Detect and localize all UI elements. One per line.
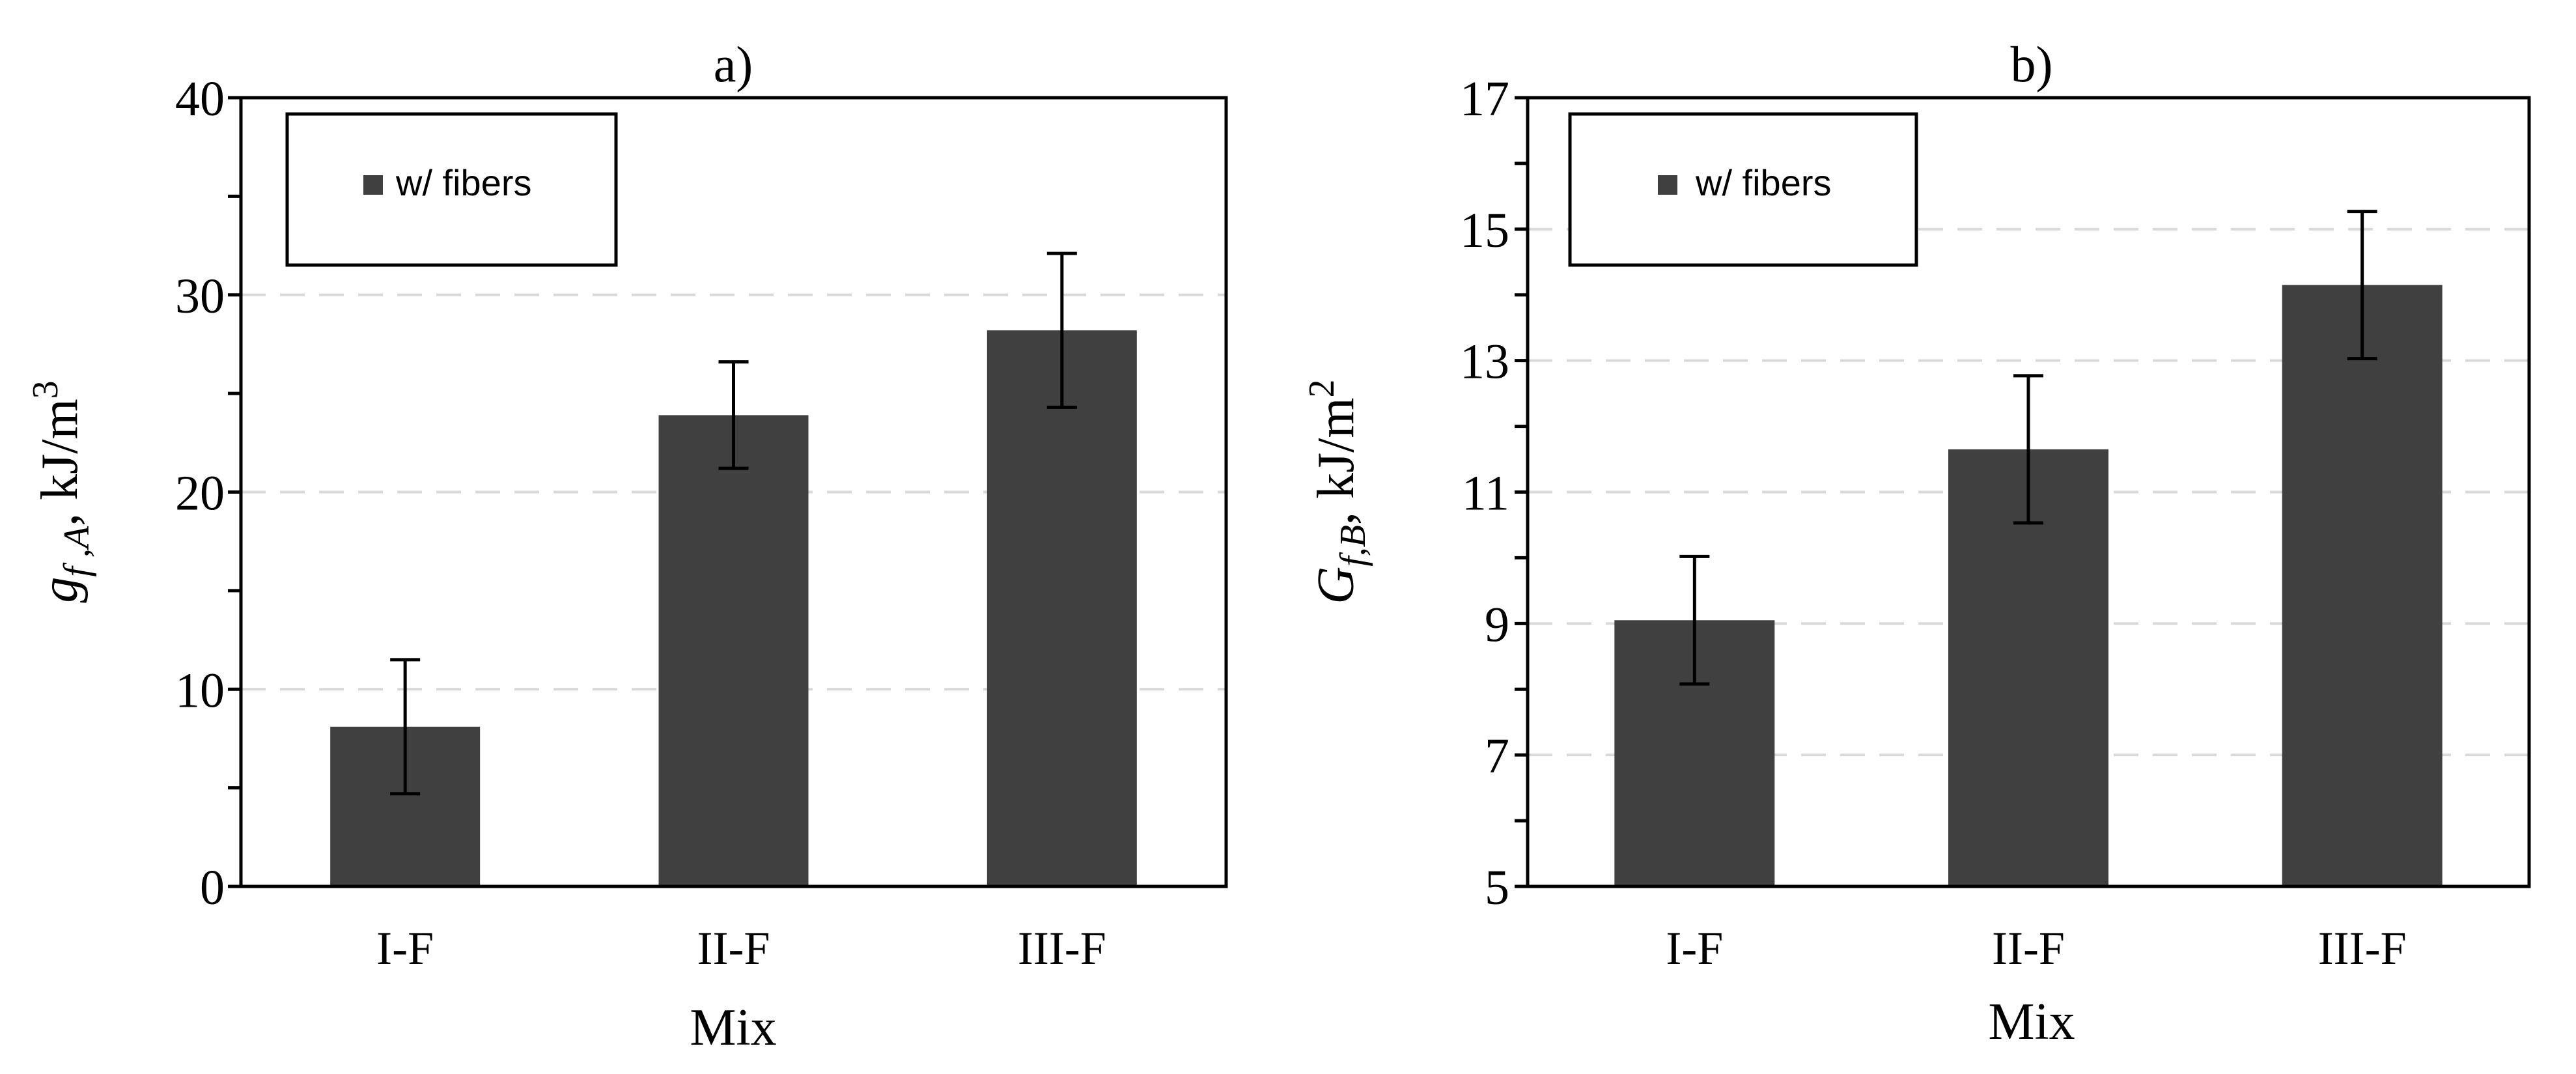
chart-panel-a: a) 0 10 20 30 40 I-F II-F III-F Mix gf ,A, kJ/… <box>25 36 1228 1056</box>
x-tick-labels: I-F II-F III-F <box>1666 922 2406 974</box>
y-tick-label: 5 <box>1485 860 1509 915</box>
error-bar <box>1046 251 1077 409</box>
y-tick-label: 30 <box>175 269 225 324</box>
legend-swatch <box>363 175 383 195</box>
error-bar <box>1679 554 1710 686</box>
bar-iii-f <box>2282 285 2443 886</box>
y-axis-label: gf ,A, kJ/m3 <box>25 380 97 602</box>
y-tick-label: 9 <box>1485 597 1509 652</box>
y-tick-label: 13 <box>1460 335 1509 389</box>
x-tick-label: II-F <box>1992 922 2065 974</box>
legend-label: w/ fibers <box>1695 162 1832 203</box>
error-bar <box>2347 210 2377 361</box>
y-ticks <box>1515 96 1528 888</box>
x-tick-labels: I-F II-F III-F <box>376 922 1106 974</box>
legend-swatch <box>1658 175 1677 195</box>
chart-panel-b: b) 5 7 9 11 13 15 17 I-F II-F III-F Mix Gf,B, kJ… <box>1302 36 2531 1051</box>
error-bar <box>718 360 749 470</box>
y-tick-labels: 0 10 20 30 40 <box>175 72 225 915</box>
bar-ii-f <box>658 415 809 886</box>
x-tick-label: II-F <box>697 922 770 974</box>
x-axis-label: Mix <box>690 999 776 1056</box>
y-axis-label-symbol: g <box>31 577 89 603</box>
y-tick-label: 17 <box>1460 72 1509 126</box>
error-bar <box>2013 374 2043 525</box>
plot-area-frame <box>239 96 1228 888</box>
y-axis-label: Gf,B, kJ/m2 <box>1302 379 1373 604</box>
y-tick-label: 20 <box>175 466 225 521</box>
y-axis-label-unit: , kJ/m <box>1308 397 1365 525</box>
error-bars <box>1679 210 2377 686</box>
chart-title: b) <box>2011 36 2053 92</box>
x-tick-label: I-F <box>376 922 434 974</box>
y-tick-label: 15 <box>1460 203 1509 258</box>
y-tick-label: 7 <box>1485 729 1509 784</box>
y-tick-label: 10 <box>175 663 225 718</box>
error-bars <box>390 251 1077 796</box>
plot-area-frame <box>1526 96 2531 888</box>
legend-box <box>1568 112 1918 267</box>
y-axis-label-subscript: f ,A <box>57 526 97 577</box>
legend-box <box>285 112 618 267</box>
y-axis-label-exponent: 3 <box>25 380 66 399</box>
bars <box>330 330 1137 886</box>
x-tick-label: I-F <box>1666 922 1723 974</box>
legend: w/ fibers <box>285 112 618 267</box>
bars <box>1614 285 2443 886</box>
x-axis-label: Mix <box>1988 993 2075 1051</box>
x-tick-label: III-F <box>2318 922 2407 974</box>
legend-label: w/ fibers <box>395 162 532 203</box>
chart-title: a) <box>714 36 753 92</box>
x-tick-label: III-F <box>1018 922 1106 974</box>
y-axis-label-exponent: 2 <box>1302 379 1342 397</box>
legend: w/ fibers <box>1568 112 1918 267</box>
y-axis-label-symbol: G <box>1308 567 1365 604</box>
y-tick-label: 40 <box>175 72 225 126</box>
y-ticks <box>228 96 241 888</box>
y-axis-label-subscript: f,B <box>1333 525 1373 567</box>
y-axis-label-unit: , kJ/m <box>31 399 89 526</box>
y-tick-labels: 5 7 9 11 13 15 17 <box>1460 72 1509 915</box>
y-tick-label: 11 <box>1462 466 1509 521</box>
y-tick-label: 0 <box>200 860 225 915</box>
bar-iii-f <box>987 330 1137 886</box>
error-bar <box>390 658 421 796</box>
